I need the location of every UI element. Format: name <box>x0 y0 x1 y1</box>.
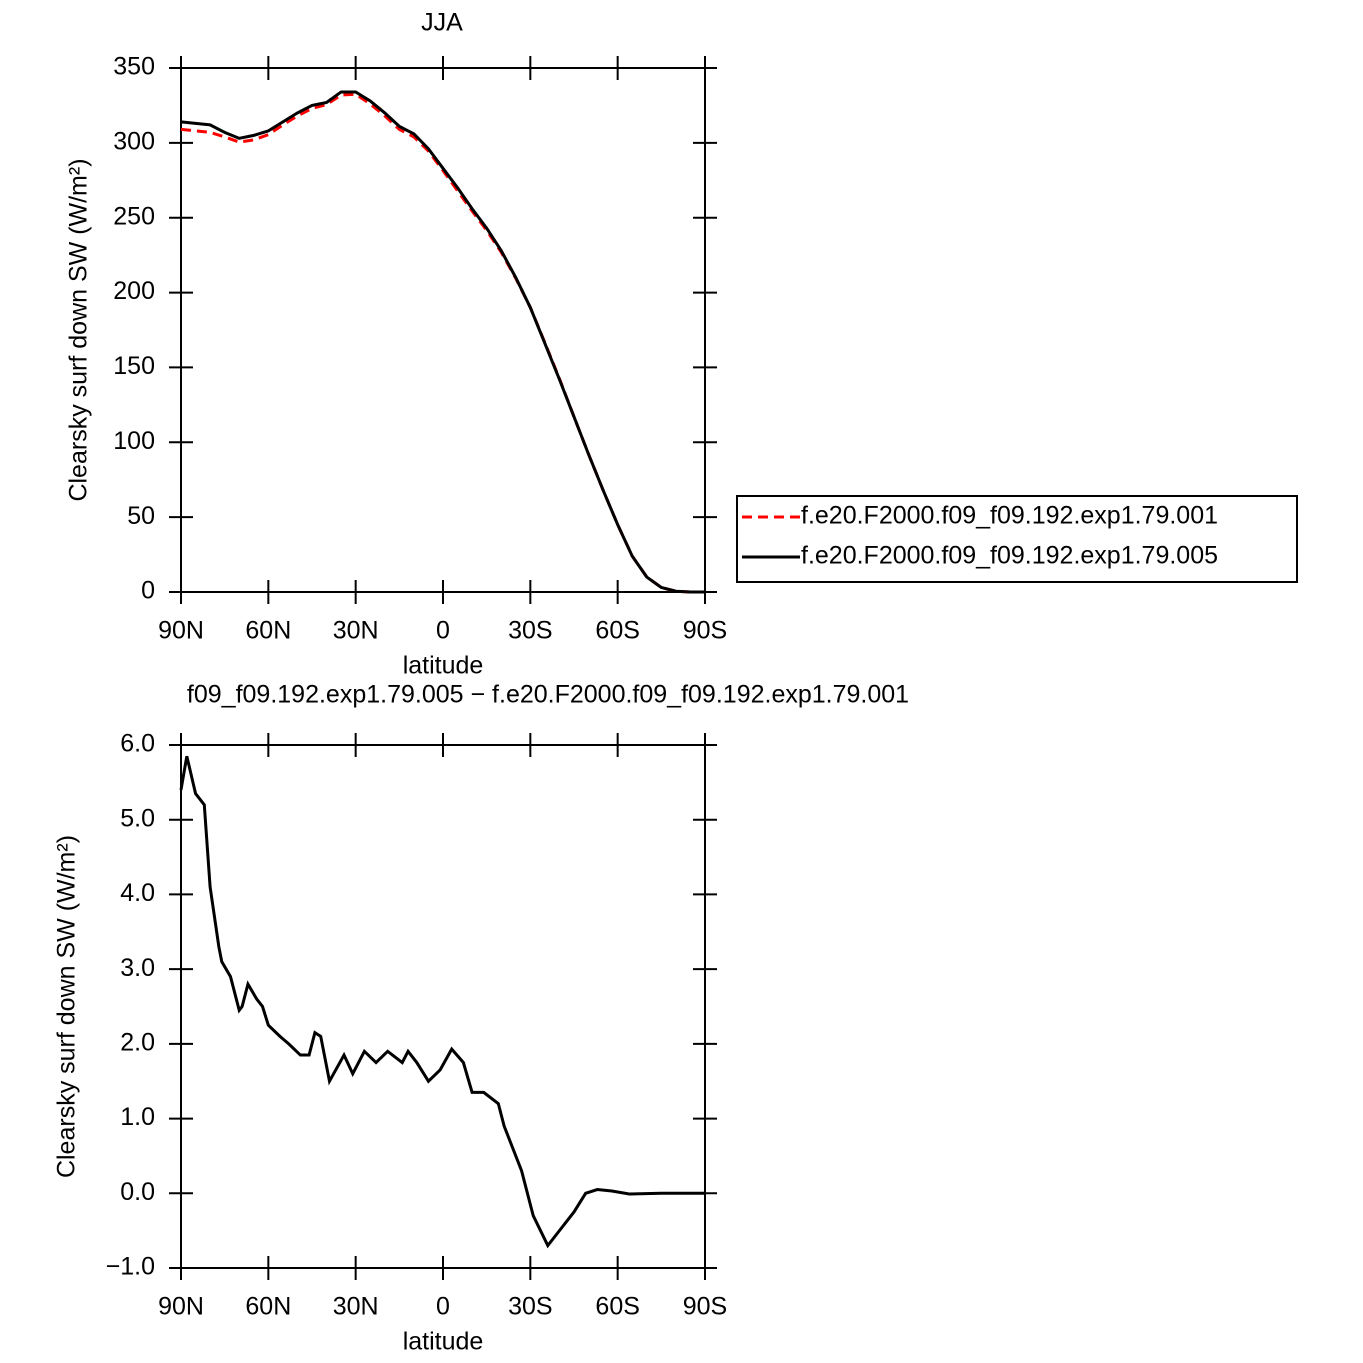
y-axis-label: Clearsky surf down SW (W/m²) <box>53 835 81 1178</box>
x-tick-label: 30N <box>333 617 379 645</box>
y-tick-label: 150 <box>113 352 155 380</box>
x-axis-label: latitude <box>403 1328 484 1356</box>
y-tick-label: −1.0 <box>106 1253 155 1281</box>
y-tick-label: 5.0 <box>120 804 155 832</box>
x-tick-label: 90N <box>158 617 204 645</box>
x-tick-label: 60N <box>245 617 291 645</box>
chart-title: f09_f09.192.exp1.79.005 − f.e20.F2000.f0… <box>187 681 909 709</box>
y-tick-label: 250 <box>113 202 155 230</box>
x-tick-label: 30S <box>508 617 552 645</box>
y-tick-label: 4.0 <box>120 879 155 907</box>
x-tick-label: 0 <box>436 617 450 645</box>
y-tick-label: 300 <box>113 127 155 155</box>
y-tick-label: 1.0 <box>120 1103 155 1131</box>
x-tick-label: 60S <box>595 1293 639 1321</box>
x-tick-label: 60N <box>245 1293 291 1321</box>
y-axis-label: Clearsky surf down SW (W/m²) <box>65 158 93 501</box>
x-tick-label: 90N <box>158 1293 204 1321</box>
data-line <box>180 90 705 594</box>
y-tick-label: 0.0 <box>120 1178 155 1206</box>
legend-label: f.e20.F2000.f09_f09.192.exp1.79.001 <box>801 502 1218 530</box>
y-tick-label: 3.0 <box>120 954 155 982</box>
y-tick-label: 2.0 <box>120 1028 155 1056</box>
y-tick-label: 350 <box>113 53 155 81</box>
y-tick-label: 6.0 <box>120 730 155 758</box>
x-tick-label: 0 <box>436 1293 450 1321</box>
y-tick-label: 200 <box>113 277 155 305</box>
y-tick-label: 100 <box>113 427 155 455</box>
x-tick-label: 30S <box>508 1293 552 1321</box>
x-tick-label: 60S <box>595 617 639 645</box>
x-tick-label: 90S <box>683 1293 727 1321</box>
legend-box <box>736 495 1298 583</box>
data-line <box>179 755 705 1249</box>
y-tick-label: 0 <box>141 577 155 605</box>
plot-frame <box>180 67 706 593</box>
legend-label: f.e20.F2000.f09_f09.192.exp1.79.005 <box>801 542 1218 570</box>
x-axis-label: latitude <box>403 652 484 680</box>
chart-title: JJA <box>421 9 463 37</box>
x-tick-label: 30N <box>333 1293 379 1321</box>
plot-frame <box>180 744 706 1269</box>
x-tick-label: 90S <box>683 617 727 645</box>
y-tick-label: 50 <box>127 502 155 530</box>
